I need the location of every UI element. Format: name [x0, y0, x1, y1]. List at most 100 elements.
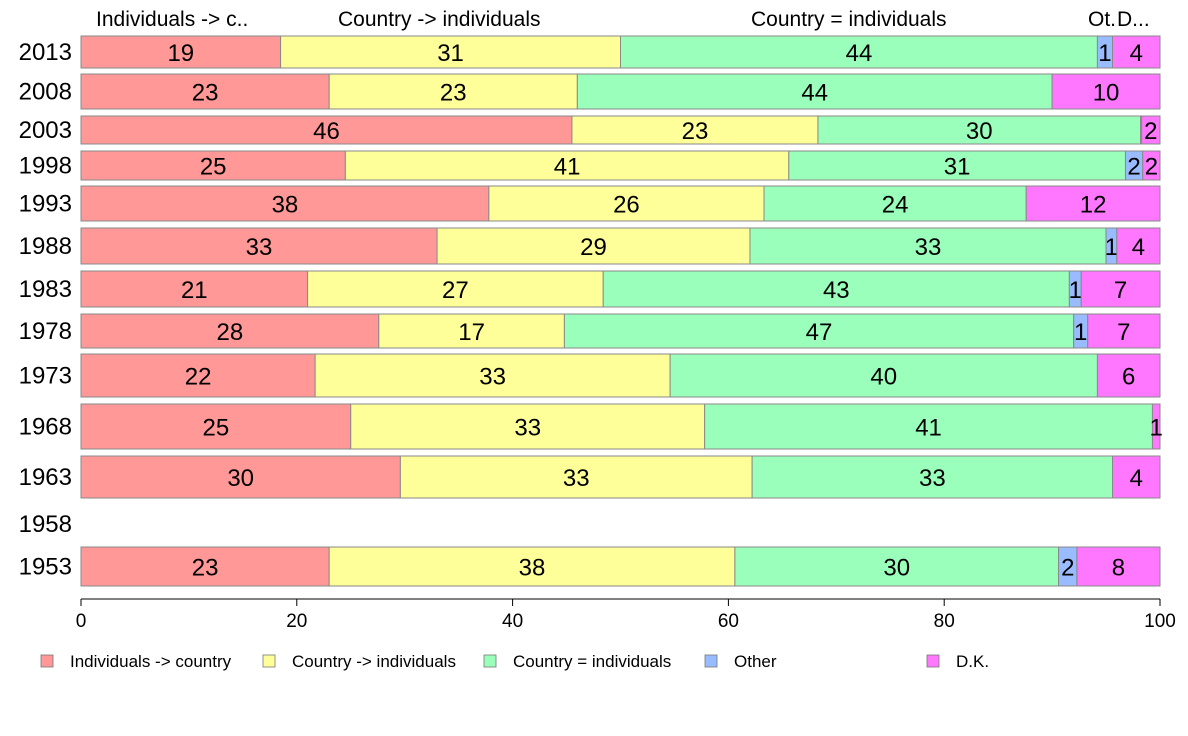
x-tick-label: 60: [718, 611, 739, 632]
data-label: 1: [1150, 415, 1163, 442]
data-label: 8: [1112, 555, 1125, 582]
data-label: 26: [613, 192, 640, 219]
data-label: 7: [1117, 319, 1130, 346]
data-label: 17: [458, 319, 485, 346]
data-label: 29: [580, 234, 607, 261]
bar-segment: [80, 546, 330, 587]
data-label: 38: [272, 192, 299, 219]
bar-segment: [378, 313, 565, 349]
bar-segment: [80, 455, 401, 499]
bar-segment: [280, 35, 621, 69]
legend-label: Individuals -> country: [70, 652, 232, 671]
bar-segment: [1141, 115, 1161, 145]
bar-segment: [350, 403, 706, 450]
data-label: 33: [514, 415, 541, 442]
data-label: 30: [227, 465, 254, 492]
data-label: 46: [313, 118, 340, 145]
legend-swatch: [926, 654, 940, 668]
data-label: 33: [246, 234, 273, 261]
year-label: 1988: [19, 233, 72, 260]
legend-label: Other: [734, 652, 777, 671]
bar-segment: [571, 115, 819, 145]
bar-segment: [436, 227, 751, 265]
year-label: 1973: [19, 363, 72, 390]
bar-segment: [1112, 35, 1161, 69]
column-header: Ot.: [1088, 8, 1116, 31]
year-label: 2008: [19, 79, 72, 106]
bar-segment: [1116, 227, 1161, 265]
data-label: 7: [1114, 277, 1127, 304]
column-headers: Individuals -> c.. Country -> individuals…: [96, 8, 1150, 31]
data-label: 1: [1098, 40, 1111, 67]
data-label: 41: [915, 415, 942, 442]
bar-segment: [1096, 353, 1161, 398]
data-label: 33: [563, 465, 590, 492]
data-label: 25: [203, 415, 230, 442]
bar-segment: [1151, 403, 1161, 450]
bar-segment: [80, 73, 330, 110]
bar-segment: [1112, 455, 1161, 499]
legend-swatch: [704, 654, 718, 668]
column-header: Individuals -> c..: [96, 8, 248, 31]
data-label: 25: [200, 154, 227, 181]
bar-segment: [749, 227, 1107, 265]
data-label: 2: [1145, 154, 1158, 181]
bar-segment: [80, 35, 282, 69]
x-tick-label: 20: [286, 611, 307, 632]
legend-swatch: [483, 654, 497, 668]
bar-segment: [80, 313, 380, 349]
year-label: 1958: [19, 511, 72, 538]
x-tick-label: 80: [934, 611, 955, 632]
bar-segment: [1051, 73, 1161, 110]
data-label: 33: [915, 234, 942, 261]
column-header: D...: [1117, 8, 1150, 31]
year-label: 1978: [19, 318, 72, 345]
year-label: 2003: [19, 117, 72, 144]
bar-segment: [1087, 313, 1161, 349]
data-label: 1: [1069, 277, 1082, 304]
data-label: 10: [1093, 80, 1120, 107]
bar-segment: [788, 150, 1126, 181]
data-label: 4: [1130, 40, 1143, 67]
bar-segment: [80, 115, 573, 145]
bar-segment: [80, 227, 438, 265]
year-label: 1953: [19, 554, 72, 581]
data-label: 33: [479, 364, 506, 391]
year-labels: 2013 2008 2003 1998 1993 1988 1983 1978 1973 1968…: [19, 39, 72, 581]
data-label: 23: [192, 555, 219, 582]
data-label: 23: [682, 118, 709, 145]
data-label: 19: [167, 40, 194, 67]
data-label: 4: [1130, 465, 1143, 492]
data-label: 1: [1105, 234, 1118, 261]
data-label: 22: [185, 364, 212, 391]
data-label: 2: [1061, 555, 1074, 582]
data-label: 44: [801, 80, 828, 107]
data-label: 47: [806, 319, 833, 346]
bar-segment: [620, 35, 1098, 69]
data-label: 2: [1144, 118, 1157, 145]
bar-segment: [328, 73, 578, 110]
year-label: 2013: [19, 39, 72, 66]
legend-swatch: [40, 654, 54, 668]
data-label: 31: [437, 40, 464, 67]
bar-segment: [344, 150, 790, 181]
data-label: 1: [1074, 319, 1087, 346]
bar-segment: [80, 150, 346, 181]
year-label: 1998: [19, 153, 72, 180]
data-label: 28: [217, 319, 244, 346]
data-label: 44: [846, 40, 873, 67]
bar-segment: [576, 73, 1053, 110]
data-label: 21: [181, 277, 208, 304]
year-label: 1983: [19, 276, 72, 303]
legend: Individuals -> country Country -> individ…: [40, 652, 989, 671]
bar-segment: [307, 270, 604, 308]
data-label: 24: [882, 192, 909, 219]
data-label: 4: [1132, 234, 1145, 261]
bar-segment: [328, 546, 736, 587]
bar-segment: [817, 115, 1142, 145]
data-label: 12: [1080, 192, 1107, 219]
data-label: 23: [192, 80, 219, 107]
data-label: 2: [1127, 154, 1140, 181]
